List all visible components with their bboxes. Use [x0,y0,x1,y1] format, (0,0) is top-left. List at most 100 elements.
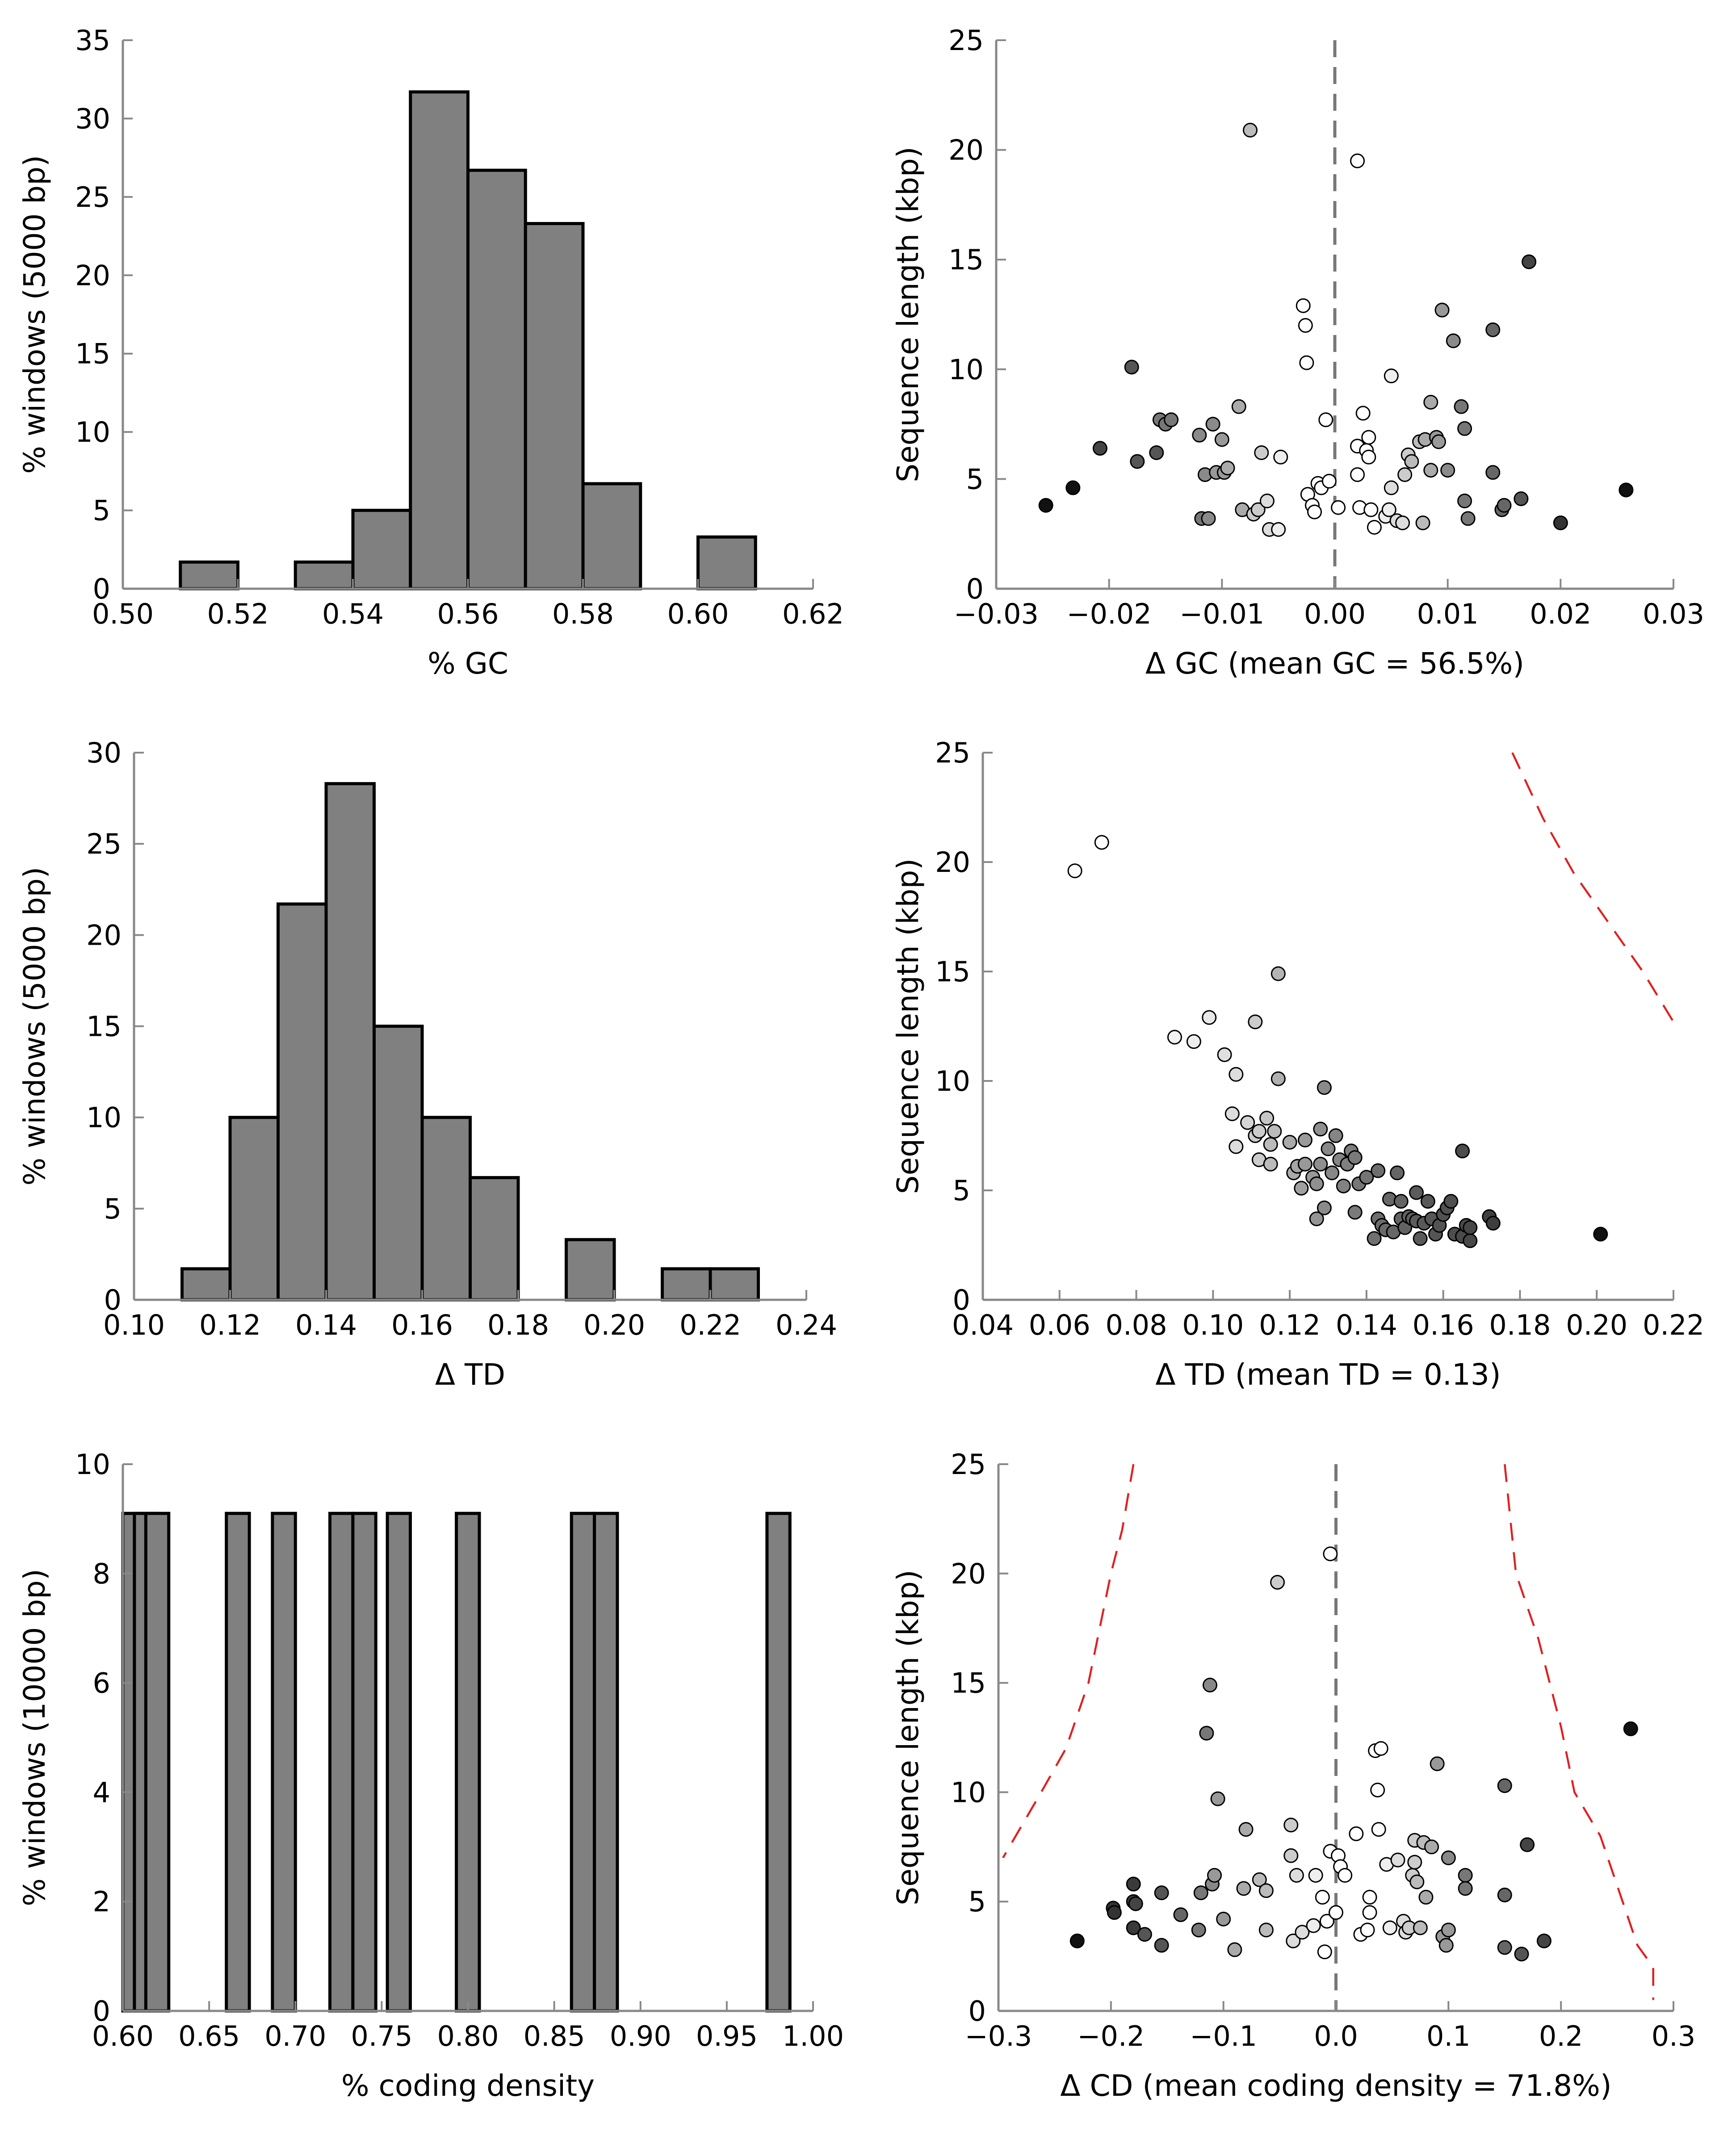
cd-scatter-point-9 [1154,1938,1169,1953]
gc-scatter-point-51 [1384,369,1399,384]
cd-scatter-xtick-label-4: 0.1 [1426,2020,1471,2052]
gc-scatter-ytick-label-5: 25 [948,24,984,57]
td-scatter-point-23 [1294,1181,1309,1196]
gc-hist-xtick-label-5: 0.60 [667,598,729,630]
cd-scatter-point-69 [1441,1850,1456,1865]
cd-scatter-ytick-label-5: 25 [951,1448,986,1481]
cd-hist-xlabel: % coding density [341,2069,595,2103]
gc-hist-ytick-label-7: 35 [75,24,110,57]
gc-scatter-point-64 [1431,434,1446,449]
cd-scatter-point-63 [1418,1889,1434,1905]
td-scatter-point-43 [1359,1170,1374,1185]
td-hist-ytick-label-4: 20 [86,919,122,951]
td-scatter-point-30 [1313,1122,1328,1137]
cd-scatter-point-27 [1283,1848,1299,1863]
td-hist-ytick-label-1: 5 [104,1193,122,1225]
td-hist-xtick-label-4: 0.18 [487,1309,549,1341]
td-scatter-ytick-label-4: 20 [935,846,970,879]
td-scatter-point-32 [1317,1200,1332,1215]
td-scatter-point-40 [1347,1150,1363,1165]
gc-scatter-point-65 [1434,302,1450,318]
gc-scatter-point-70 [1457,494,1472,509]
gc-scatter-point-48 [1367,519,1382,535]
td-scatter-point-46 [1371,1163,1386,1178]
td-hist-bar-1 [228,1116,280,1302]
td-scatter-point-58 [1409,1185,1424,1200]
td-scatter-xtick-label-0: 0.04 [952,1309,1014,1341]
gc-scatter-xtick-label-2: −0.01 [1179,598,1264,630]
td-scatter-xtick-label-2: 0.08 [1106,1309,1167,1341]
gc-scatter-xlabel: Δ GC (mean GC = 56.5%) [1145,646,1524,681]
td-scatter-xtick-label-6: 0.16 [1413,1309,1474,1341]
td-scatter-point-20 [1282,1135,1297,1150]
td-scatter-point-28 [1309,1176,1324,1191]
cd-scatter-point-25 [1270,1575,1285,1590]
cd-hist-bar-6 [351,1512,377,2013]
td-hist-bar-2 [277,902,328,1302]
td-hist-xlabel: Δ TD [435,1357,505,1392]
gc-scatter-point-61 [1423,394,1438,410]
td-scatter-point-1 [1094,835,1109,850]
td-hist-bar-6 [469,1176,520,1302]
td-scatter-point-33 [1321,1141,1336,1156]
cd-scatter-point-53 [1390,1852,1405,1868]
gc-hist-xlabel: % GC [428,646,508,681]
cd-scatter-point-19 [1227,1942,1242,1957]
cd-hist-bar-8 [455,1512,481,2013]
td-scatter-ytick-label-0: 0 [953,1284,970,1316]
gc-scatter-point-29 [1298,318,1313,333]
cd-scatter-ytick-label-4: 20 [951,1558,986,1590]
gc-hist-ytick-label-1: 5 [93,494,110,527]
gc-scatter-point-37 [1321,473,1337,489]
cd-scatter-xlabel: Δ CD (mean coding density = 71.8%) [1060,2069,1611,2103]
gc-hist-ytick-label-6: 30 [75,102,110,135]
gc-scatter-point-13 [1205,417,1220,432]
gc-hist-ytick-label-2: 10 [75,416,110,448]
cd-scatter-point-18 [1216,1911,1231,1926]
td-scatter-point-6 [1224,1106,1240,1121]
gc-scatter-ytick-label-4: 20 [948,134,984,167]
gc-scatter-point-55 [1397,467,1413,482]
gc-scatter-point-24 [1259,494,1275,509]
td-hist-xtick-label-0: 0.10 [103,1309,165,1341]
gc-scatter-xtick-label-6: 0.03 [1643,598,1704,630]
gc-scatter-point-73 [1485,465,1501,480]
cd-hist-xtick-label-7: 0.95 [696,2020,758,2052]
cd-scatter-point-42 [1349,1826,1364,1841]
cd-hist-ytick-label-2: 4 [93,1776,110,1809]
gc-hist-ytick-label-4: 20 [75,259,110,292]
td-hist-bar-9 [709,1267,760,1302]
td-scatter-ytick-label-1: 5 [953,1174,970,1207]
td-scatter-point-11 [1248,1014,1263,1030]
gc-hist-ytick-label-3: 15 [75,338,110,370]
td-scatter-point-67 [1443,1194,1459,1209]
gc-scatter-point-79 [1619,482,1634,498]
td-scatter-ytick-label-2: 10 [935,1065,970,1097]
cd-scatter-point-59 [1407,1855,1422,1870]
td-scatter-point-29 [1313,1156,1328,1172]
gc-scatter-point-75 [1497,498,1512,513]
cd-scatter-xtick-label-1: −0.2 [1078,2020,1145,2052]
gc-scatter-point-41 [1350,467,1365,482]
cd-hist-bar-10 [593,1512,619,2013]
cd-hist-panel: 0.60 0.65 0.70 0.75 0.80 0.85 0.90 0.95 1.00 0 2 4 6… [17,1448,844,2103]
cd-scatter-point-65 [1430,1756,1445,1771]
td-scatter-point-31 [1317,1080,1332,1095]
cd-hist-ytick-label-4: 8 [93,1558,110,1590]
cd-scatter-ytick-label-0: 0 [969,1995,986,2027]
cd-scatter-point-73 [1497,1888,1512,1903]
gc-scatter-point-57 [1404,454,1419,469]
cd-scatter-point-78 [1623,1721,1638,1736]
cd-scatter-point-11 [1191,1922,1206,1938]
td-scatter-point-69 [1455,1143,1470,1159]
td-scatter-point-12 [1251,1124,1266,1139]
gc-scatter-point-46 [1361,449,1376,465]
gc-scatter-point-62 [1423,463,1438,478]
td-hist-ytick-label-6: 30 [86,737,122,769]
cd-scatter-point-3 [1126,1876,1141,1892]
td-scatter-point-52 [1393,1194,1409,1209]
cd-scatter-point-49 [1371,1822,1386,1837]
td-hist-bar-5 [420,1116,472,1302]
cd-scatter-point-75 [1514,1947,1529,1962]
cd-scatter-point-68 [1441,1922,1456,1938]
